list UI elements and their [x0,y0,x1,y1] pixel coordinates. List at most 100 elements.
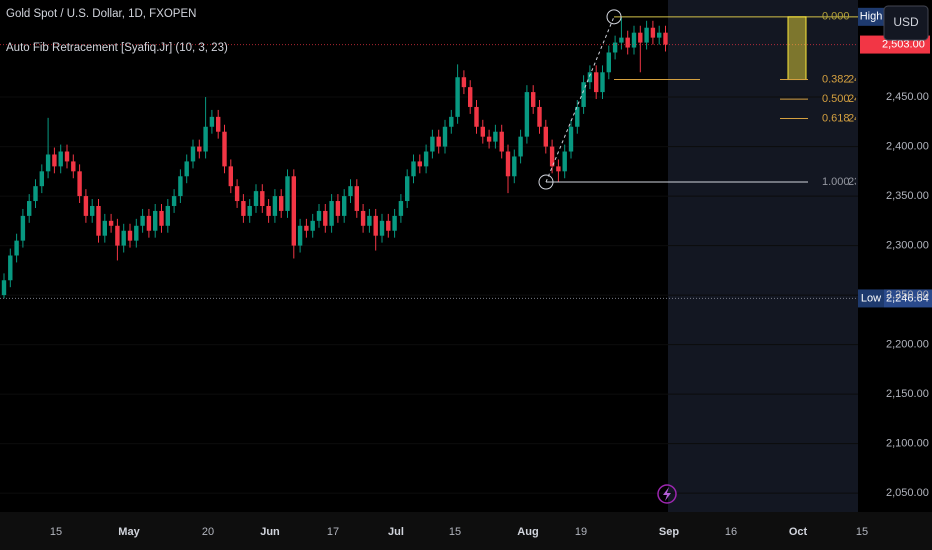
candle-body [499,131,504,152]
candle-body [486,136,492,142]
candle-body [71,161,76,172]
candle-body [190,146,196,162]
candle-body [411,161,416,177]
candle-body [153,210,158,231]
candle-body [90,205,95,216]
fib-low-point [538,174,554,190]
candle-body [203,126,208,152]
x-tick-label: 15 [856,526,868,538]
candle-body [20,215,26,241]
candle-body [14,240,19,256]
candle-body [165,205,170,226]
candle-body [272,196,278,216]
candle-body [373,215,378,236]
candle-body [480,126,485,137]
candle-body [33,186,38,202]
fib-price-label: 2364.2 [848,176,882,188]
candle-body [638,32,643,43]
candle-body [549,146,555,167]
y-tick-label: 2,350.00 [886,190,929,202]
candle-body [392,215,397,231]
y-tick-label: 2,200.00 [886,339,929,351]
candle-body [531,92,536,107]
candle-body [367,215,372,226]
candle-body [146,215,152,231]
axes: 2,050.00 2,100.00 2,150.00 2,200.00 2,250.00… [50,91,929,538]
candle-body [178,176,183,197]
candle-body [266,205,271,216]
candle-body [8,255,13,281]
x-tick-label: 16 [725,526,737,538]
y-tick-label: 2,100.00 [886,438,929,450]
candle-body [581,82,586,107]
candle-body [96,205,101,236]
candle-body [115,225,120,246]
candle-body [197,146,202,152]
candle-body [108,220,114,226]
candle-body [342,196,347,216]
candle-body [140,215,145,226]
candle-body [449,116,454,127]
candle-body [360,210,366,226]
x-tick-label: 19 [575,526,587,538]
low-badge [858,289,884,308]
candle-body [663,32,668,45]
x-tick-label: 15 [449,526,461,538]
candle-body [285,176,290,211]
candle-body [58,151,63,167]
usd-button[interactable]: USD [883,5,929,41]
candle-body [455,77,460,117]
candle-body [606,52,611,73]
grid [0,96,858,494]
candle-body [83,196,89,216]
y-tick-label: 2,150.00 [886,388,929,400]
candle-body [121,230,126,246]
fib-price-label: 2467.7 [848,73,882,85]
candle-body [127,230,133,241]
candle-body [398,201,404,216]
fib-high-point [606,9,622,25]
x-tick-label: 20 [202,526,214,538]
candle-body [291,176,296,246]
candle-body [77,171,82,197]
fib-ratio-label: 0.382 [822,73,850,85]
candle-body [102,220,107,236]
y-tick-label: 2,400.00 [886,140,929,152]
candle-body [279,196,284,211]
candle-body [323,210,328,226]
icon-ring [657,484,677,504]
candle-body [52,154,57,167]
candle-body [405,176,410,202]
fib-zone [787,16,807,81]
candle-body [45,154,51,172]
candle-body [612,42,618,53]
candle-body [619,37,624,43]
fib-ratio-label: 1.000 [822,176,850,188]
candle-body [537,106,542,127]
x-tick-label: Oct [789,526,808,538]
candle-body [575,106,580,127]
x-tick-label: Sep [659,526,679,538]
y-tick-label: 2,050.00 [886,487,929,499]
low-price-label: 2,246.64 [886,292,929,304]
candle-body [461,77,467,88]
candle-body [348,186,353,197]
indicator-label: Auto Fib Retracement [Syafiq.Jr] (10, 3,… [6,42,228,54]
candle-body [379,220,385,236]
candle-body [234,186,240,202]
candle-body [518,136,523,157]
usd-button-label: USD [893,15,919,29]
fib-ratio-label: 0.500 [822,93,850,105]
candle-body [297,225,303,246]
candles [1,16,668,299]
candle-body [134,225,139,241]
high-badge-label: High [860,11,883,23]
lightning-icon[interactable] [657,484,677,504]
candle-body [253,191,259,206]
candle-body [524,92,530,137]
candle-body [1,280,7,296]
x-tick-label: 15 [50,526,62,538]
chart-title: Gold Spot / U.S. Dollar, 1D, FXOPEN [6,8,196,20]
high-badge [858,7,884,26]
candle-body [468,87,473,107]
